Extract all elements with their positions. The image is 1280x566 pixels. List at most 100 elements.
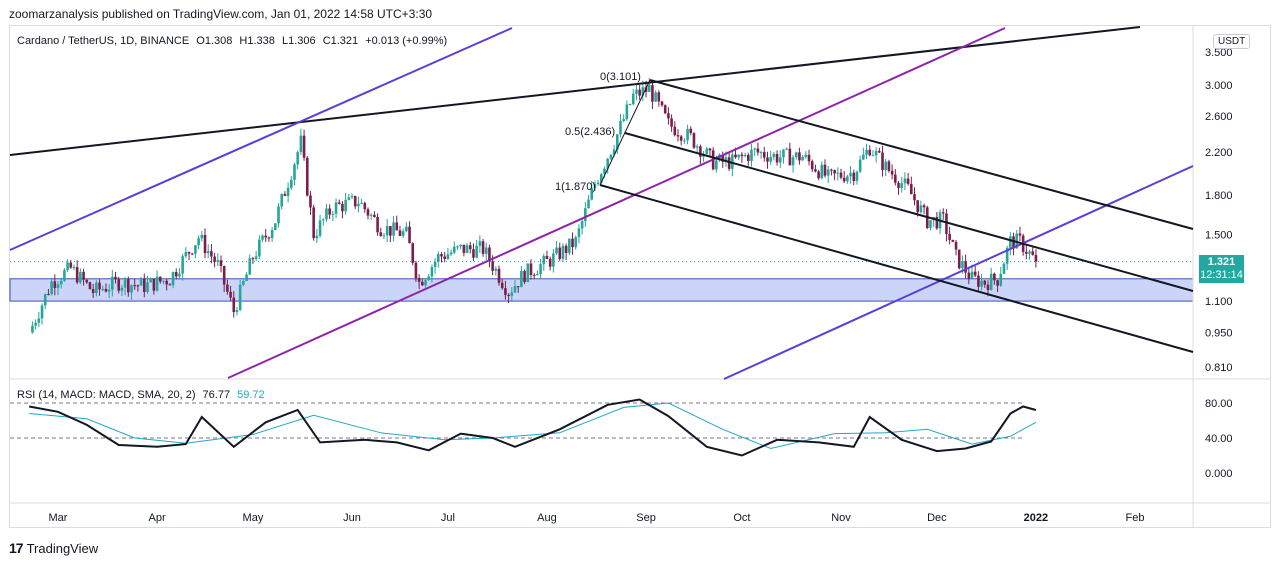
candle-down (545, 255, 549, 260)
indicator-tick-label: 80.00 (1205, 398, 1233, 410)
candle-up (750, 149, 753, 161)
candle-up (731, 154, 734, 169)
pitchfork-lower (599, 184, 1194, 353)
fib-level-label: 0.5(2.436) (565, 126, 615, 138)
candle-up (484, 247, 488, 254)
candle-up (785, 148, 788, 150)
candle-up (270, 229, 274, 239)
indicator-tick-label: 0.000 (1205, 468, 1233, 480)
candle-up (197, 238, 200, 246)
candle-down (75, 267, 79, 283)
indicator-label[interactable]: RSI (14, MACD: MACD, SMA, 20, 2) (17, 389, 196, 401)
candle-up (561, 245, 565, 259)
pitchfork-median (624, 132, 1194, 292)
candle-up (552, 253, 555, 267)
time-tick-label: Jun (343, 512, 361, 524)
candle-down (516, 286, 520, 288)
candle-down (775, 153, 779, 163)
candle-down (379, 232, 383, 236)
candle-down (983, 280, 987, 285)
candle-up (146, 282, 149, 293)
candle-down (53, 281, 57, 288)
candle-up (590, 188, 594, 200)
violet-channel-lower (723, 165, 1194, 380)
candle-up (101, 288, 105, 290)
candle-up (385, 226, 389, 236)
candle-down (839, 172, 843, 178)
brand-name: TradingView (26, 540, 99, 556)
candle-down (878, 150, 881, 153)
time-tick-label: Sep (636, 512, 656, 524)
candle-up (555, 247, 558, 254)
candle-down (887, 161, 891, 171)
candle-down (922, 205, 926, 208)
candle-up (299, 135, 303, 153)
time-tick-label: Aug (537, 512, 557, 524)
candle-up (63, 270, 66, 281)
candle-up (171, 272, 175, 286)
candle-up (513, 286, 517, 293)
footer-brand[interactable]: 17 TradingView (9, 540, 98, 556)
candle-up (724, 157, 728, 162)
candle-down (663, 105, 667, 114)
candle-down (814, 169, 817, 172)
price-tick-label: 1.100 (1205, 296, 1233, 308)
candle-down (117, 279, 121, 291)
candle-up (1002, 263, 1006, 274)
candle-down (708, 148, 712, 151)
candle-down (830, 169, 833, 171)
candle-down (82, 271, 85, 280)
candle-up (149, 278, 152, 283)
currency-button[interactable]: USDT (1213, 34, 1251, 49)
candle-down (727, 157, 731, 169)
symbol-label[interactable]: Cardano / TetherUS, 1D, BINANCE (17, 35, 190, 47)
candle-up (452, 246, 456, 253)
time-tick-label: Mar (49, 512, 68, 524)
candle-up (248, 258, 252, 275)
candle-down (740, 154, 744, 157)
candle-up (686, 128, 689, 141)
time-tick-label: Jul (441, 512, 455, 524)
candle-down (283, 194, 287, 196)
candle-up (280, 194, 284, 207)
support-zone (9, 278, 1194, 302)
candle-down (935, 217, 939, 229)
candle-up (200, 234, 204, 239)
candle-down (670, 118, 673, 127)
candle-up (753, 148, 756, 150)
candle-up (446, 254, 450, 259)
candle-up (1028, 251, 1031, 254)
candle-up (587, 199, 590, 209)
candle-up (277, 206, 280, 224)
candle-down (941, 212, 945, 214)
chart-frame (9, 25, 1271, 528)
candle-down (114, 276, 117, 280)
candle-up (459, 244, 462, 247)
candle-up (801, 156, 804, 161)
candle-up (999, 273, 1003, 286)
candle-up (539, 264, 542, 275)
candle-up (619, 121, 622, 135)
candle-down (187, 251, 191, 254)
publish-info: zoomarzanalysis published on TradingView… (9, 7, 433, 21)
candle-down (366, 209, 370, 216)
time-tick-label: 2022 (1024, 512, 1048, 524)
candle-up (855, 171, 859, 181)
candle-down (267, 237, 271, 239)
candle-down (532, 274, 536, 276)
indicator-tick-label: 40.00 (1205, 433, 1233, 445)
candle-down (986, 284, 990, 291)
candle-up (111, 276, 114, 290)
candle-down (762, 152, 766, 158)
candle-down (468, 245, 472, 250)
candle-down (152, 278, 156, 291)
candle-up (635, 89, 638, 94)
candle-down (689, 128, 693, 134)
price-tick-label: 3.500 (1205, 47, 1233, 59)
candle-up (631, 93, 635, 105)
candle-down (98, 282, 101, 290)
candle-up (743, 154, 747, 157)
candle-up (654, 92, 657, 102)
candle-down (373, 214, 376, 218)
